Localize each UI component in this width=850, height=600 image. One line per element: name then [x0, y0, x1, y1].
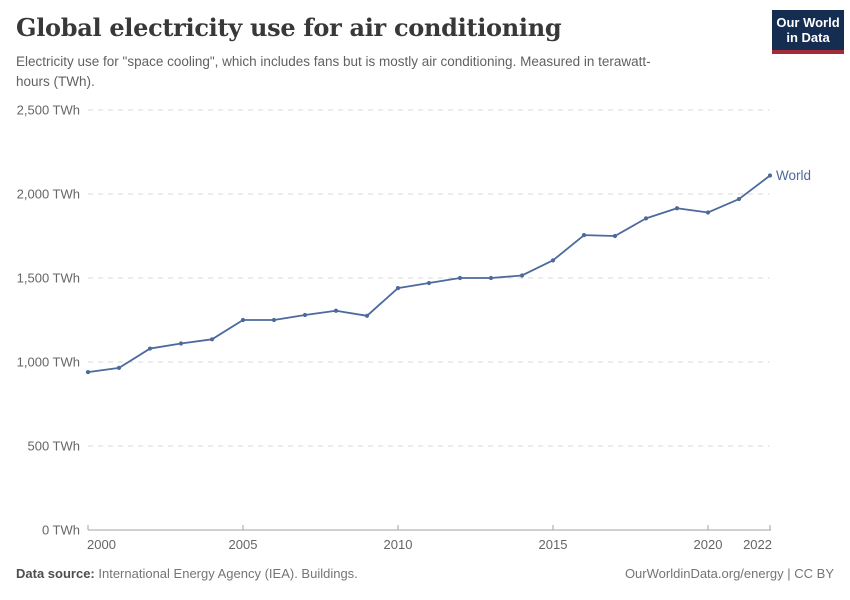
data-point — [457, 275, 463, 281]
data-point — [612, 233, 618, 239]
series-label: World — [776, 168, 811, 183]
data-point — [209, 337, 215, 342]
y-tick-label: 2,500 TWh — [17, 103, 80, 118]
data-point — [674, 206, 680, 211]
owid-logo-line1: Our World — [776, 15, 840, 30]
x-tick-label: 2005 — [229, 537, 258, 552]
data-point — [488, 275, 494, 281]
data-point — [271, 317, 277, 323]
x-tick-label: 2010 — [384, 537, 413, 552]
data-point — [85, 369, 91, 375]
chart-subtitle: Electricity use for "space cooling", whi… — [16, 54, 651, 89]
x-tick-label: 2000 — [87, 537, 116, 552]
data-point — [643, 216, 649, 221]
page-title: Global electricity use for air condition… — [16, 13, 562, 42]
x-tick-label: 2022 — [743, 537, 772, 552]
y-tick-label: 1,000 TWh — [17, 355, 80, 370]
data-point — [395, 285, 401, 291]
data-point — [519, 273, 525, 278]
data-point — [147, 346, 153, 351]
data-point — [333, 308, 339, 313]
series-line — [87, 174, 771, 373]
x-tick-label: 2015 — [539, 537, 568, 552]
data-point — [736, 196, 742, 202]
credit-link[interactable]: OurWorldinData.org/energy | CC BY — [624, 566, 834, 581]
data-point — [426, 280, 432, 286]
owid-logo: Our World in Data — [772, 10, 844, 54]
data-source: Data source: International Energy Agency… — [16, 566, 358, 581]
data-point — [581, 233, 587, 238]
data-point — [240, 317, 246, 323]
y-tick-label: 0 TWh — [42, 523, 80, 538]
owid-logo-line2: in Data — [786, 30, 830, 46]
y-tick-label: 2,000 TWh — [17, 187, 80, 202]
chart-footer: Data source: International Energy Agency… — [16, 566, 834, 581]
data-point — [550, 258, 556, 263]
data-point — [364, 313, 370, 318]
y-tick-label: 1,500 TWh — [17, 271, 80, 286]
data-source-text: International Energy Agency (IEA). Build… — [98, 566, 358, 581]
data-point — [705, 210, 711, 215]
data-point — [767, 173, 773, 178]
data-point — [178, 341, 184, 346]
y-tick-label: 500 TWh — [27, 439, 80, 454]
data-point — [302, 312, 308, 318]
x-tick-label: 2020 — [694, 537, 723, 552]
data-source-label: Data source: — [16, 566, 95, 581]
data-point — [116, 365, 122, 370]
